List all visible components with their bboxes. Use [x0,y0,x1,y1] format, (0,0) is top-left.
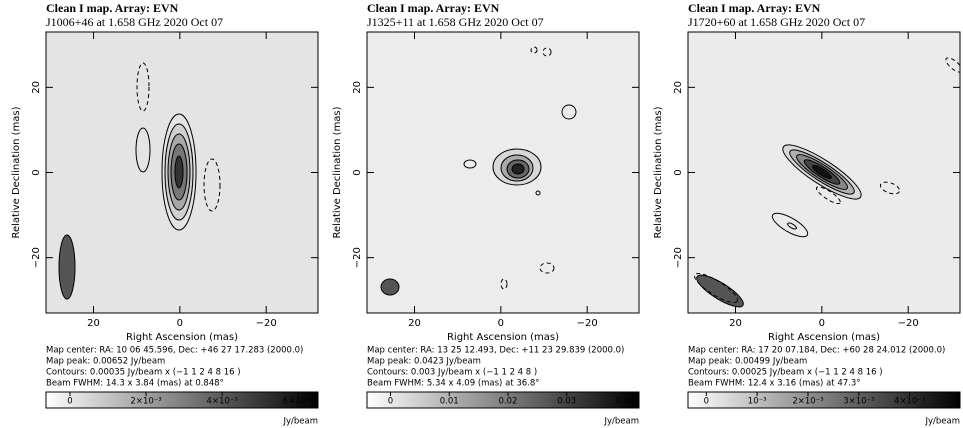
y-axis-label: Relative Declination (mas) [332,106,343,238]
y-axis-label: Relative Declination (mas) [653,106,664,238]
y-tick-label: −20 [352,247,363,268]
colorbar-tick-label: 2×10⁻³ [130,397,161,407]
colorbar-tick-label: 0.04 [616,397,635,407]
y-tick-label: 20 [352,81,363,94]
caption: Beam FWHM: 12.4 x 3.16 (mas) at 47.3° [688,379,861,389]
colorbar-tick-label: 6×10⁻³ [283,397,314,407]
colorbar-tick-label: 0.02 [499,397,518,407]
contours [58,62,221,300]
caption: Beam FWHM: 5.34 x 4.09 (mas) at 36.8° [367,379,540,389]
caption: Contours: 0.00025 Jy/beam x (−1 1 2 4 8 … [688,368,883,378]
colorbar-tick-label: 3×10⁻³ [843,397,874,407]
colorbar-label: Jy/beam [603,417,639,427]
y-tick-label: 0 [673,169,684,175]
x-axis-label: Right Ascension (mas) [768,332,880,343]
caption: Contours: 0.003 Jy/beam x (−1 1 2 4 8 ) [367,368,537,378]
x-tick-label: 0 [177,318,183,329]
caption: Map peak: 0.0423 Jy/beam [367,357,481,367]
colorbar-label: Jy/beam [924,417,960,427]
colorbar-tick-label: 0 [704,397,709,407]
x-tick-label: −20 [898,318,919,329]
y-tick-label: 20 [31,81,42,94]
caption: Map center: RA: 17 20 07.184, Dec: +60 2… [688,346,945,356]
caption: Beam FWHM: 14.3 x 3.84 (mas) at 0.848° [46,379,224,389]
x-tick-label: 0 [498,318,504,329]
x-axis-label: Right Ascension (mas) [447,332,559,343]
caption: Map peak: 0.00652 Jy/beam [46,357,165,367]
chart-subtitle: J1720+60 at 1.658 GHz 2020 Oct 07 [688,15,865,29]
colorbar-tick-label: 2×10⁻³ [792,397,823,407]
x-tick-label: 20 [729,318,742,329]
y-tick-label: 0 [352,169,363,175]
x-tick-label: −20 [577,318,598,329]
x-tick-label: 20 [87,318,100,329]
colorbar-tick-label: 4×10⁻³ [894,397,925,407]
chart-subtitle: J1006+46 at 1.658 GHz 2020 Oct 07 [46,15,223,29]
colorbar-tick-label: 4×10⁻³ [207,397,238,407]
contours [693,57,960,308]
chart-title: Clean I map. Array: EVN [367,1,500,15]
colorbar-label: Jy/beam [282,417,318,427]
chart-title: Clean I map. Array: EVN [688,1,821,15]
x-axis-label: Right Ascension (mas) [126,332,238,343]
colorbar-tick-label: 0 [388,397,393,407]
caption: Map center: RA: 10 06 45.596, Dec: +46 2… [46,346,303,356]
x-tick-label: 0 [819,318,825,329]
y-tick-label: 20 [673,81,684,94]
x-tick-label: −20 [256,318,277,329]
colorbar-tick-label: 10⁻³ [748,397,767,407]
contours [380,46,577,296]
colorbar [366,391,640,409]
colorbar-tick-label: 0.01 [440,397,459,407]
caption: Map center: RA: 13 25 12.493, Dec: +11 2… [367,346,624,356]
colorbar-tick-label: 0.03 [557,397,576,407]
colorbar-tick-label: 0 [67,397,72,407]
y-tick-label: −20 [673,247,684,268]
x-tick-label: 20 [408,318,421,329]
caption: Map peak: 0.00499 Jy/beam [688,357,807,367]
chart-title: Clean I map. Array: EVN [46,1,179,15]
chart-subtitle: J1325+11 at 1.658 GHz 2020 Oct 07 [367,15,544,29]
colorbar [45,391,319,409]
caption: Contours: 0.00035 Jy/beam x (−1 1 2 4 8 … [46,368,241,378]
y-tick-label: 0 [31,169,42,175]
colorbar [687,391,961,409]
y-axis-label: Relative Declination (mas) [11,106,22,238]
y-tick-label: −20 [31,247,42,268]
